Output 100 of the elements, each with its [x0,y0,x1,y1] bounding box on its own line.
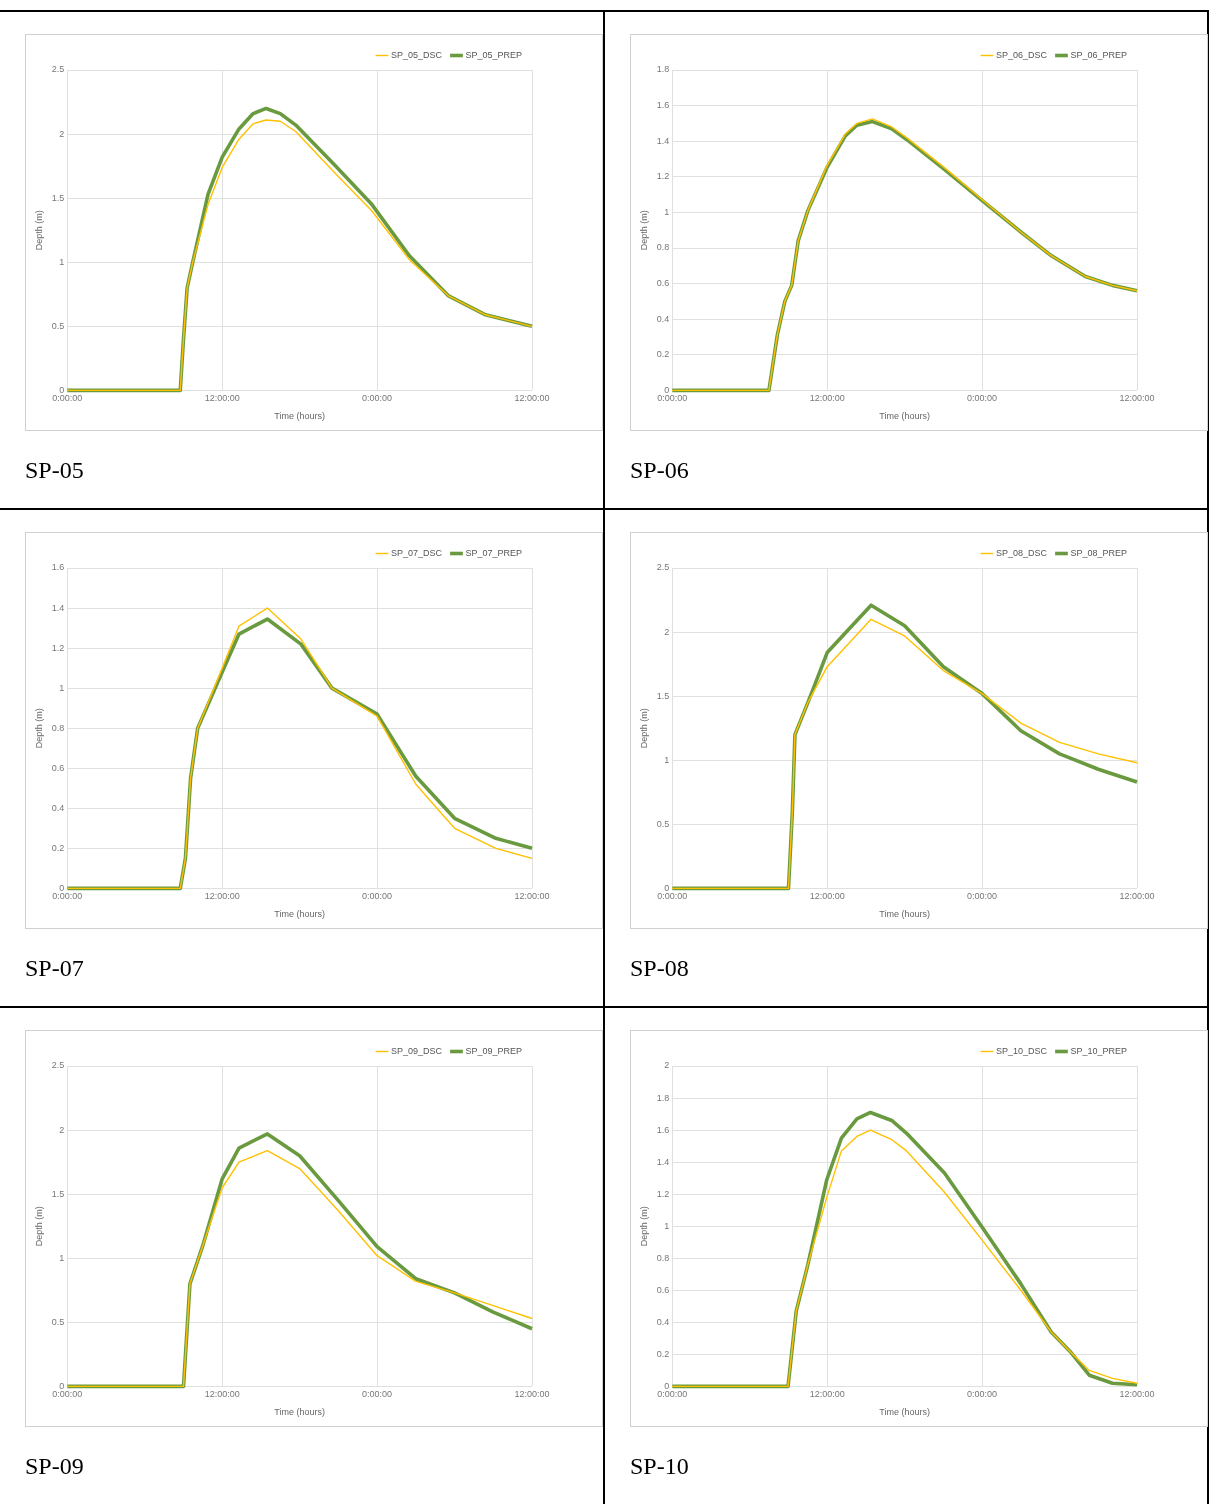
y-tick-label: 1.4 [656,135,670,146]
x-tick-label: 0:00:00 [967,891,998,902]
y-tick-label: 2 [664,1060,670,1071]
y-tick-label: 0.5 [51,320,65,331]
y-axis-title: Depth (m) [33,708,44,749]
x-tick-label: 0:00:00 [52,1389,83,1400]
y-axis-title: Depth (m) [33,1206,44,1247]
y-tick-label: 1.4 [656,1156,670,1167]
legend-label: SP_06_PREP [1070,49,1128,60]
y-tick-label: 0.6 [656,278,670,289]
y-axis-title: Depth (m) [638,708,649,749]
y-tick-label: 0.2 [656,349,670,360]
legend-label: SP_07_DSC [390,547,443,558]
y-tick-label: 0.4 [656,313,670,324]
y-axis-title: Depth (m) [33,210,44,251]
text: SP-05 [25,457,84,484]
y-tick-label: 0 [59,384,65,395]
text: SP-10 [630,1453,689,1480]
y-tick-label: 2.5 [51,64,65,75]
y-tick-label: 1.8 [656,1092,670,1103]
y-tick-label: 1 [664,206,670,217]
y-tick-label: 1.5 [51,192,65,203]
x-tick-label: 12:00:00 [1119,891,1155,902]
y-tick-label: 1 [59,1252,65,1263]
y-tick-label: 1 [59,682,65,693]
y-tick-label: 0.8 [656,242,670,253]
legend-label: SP_08_DSC [995,547,1048,558]
y-tick-label: 1.6 [51,562,65,573]
legend-label: SP_10_DSC [995,1045,1048,1056]
x-axis-title: Time (hours) [879,411,930,422]
y-tick-label: 0.8 [656,1252,670,1263]
y-tick-label: 0 [664,1380,670,1391]
y-tick-label: 1.2 [656,1188,670,1199]
x-tick-label: 0:00:00 [362,393,393,404]
text: SP-08 [630,955,689,982]
x-tick-label: 12:00:00 [204,393,240,404]
y-tick-label: 0.4 [51,802,65,813]
legend-label: SP_05_DSC [390,49,443,60]
legend-label: SP_06_DSC [995,49,1048,60]
legend-label: SP_07_PREP [465,547,523,558]
legend-label: SP_05_PREP [465,49,523,60]
y-tick-label: 1.4 [51,602,65,613]
y-tick-label: 1 [664,1220,670,1231]
x-tick-label: 12:00:00 [514,1389,550,1400]
y-tick-label: 2.5 [656,562,670,573]
legend-label: SP_09_PREP [465,1045,523,1056]
y-tick-label: 0.6 [656,1284,670,1295]
y-tick-label: 0 [59,1380,65,1391]
legend-label: SP_10_PREP [1070,1045,1128,1056]
y-tick-label: 1.5 [656,690,670,701]
y-tick-label: 0.2 [656,1348,670,1359]
x-tick-label: 12:00:00 [1119,393,1155,404]
text: SP-07 [25,955,84,982]
y-tick-label: 2.5 [51,1060,65,1071]
legend-label: SP_08_PREP [1070,547,1128,558]
y-tick-label: 1.8 [656,64,670,75]
x-tick-label: 0:00:00 [967,1389,998,1400]
y-tick-label: 2 [59,128,65,139]
x-tick-label: 0:00:00 [362,891,393,902]
x-tick-label: 0:00:00 [657,891,688,902]
y-tick-label: 0.5 [656,818,670,829]
legend-label: SP_09_DSC [390,1045,443,1056]
y-tick-label: 1 [664,754,670,765]
y-tick-label: 0 [664,384,670,395]
x-axis-title: Time (hours) [879,1407,930,1418]
y-tick-label: 2 [664,626,670,637]
y-tick-label: 0 [664,882,670,893]
y-tick-label: 1.2 [656,171,670,182]
x-axis-title: Time (hours) [274,909,325,920]
x-tick-label: 12:00:00 [1119,1389,1155,1400]
y-axis-title: Depth (m) [638,210,649,251]
text: SP-09 [25,1453,84,1480]
text: SP-06 [630,457,689,484]
y-tick-label: 1.2 [51,642,65,653]
x-tick-label: 0:00:00 [52,891,83,902]
x-axis-title: Time (hours) [879,909,930,920]
y-tick-label: 2 [59,1124,65,1135]
x-tick-label: 0:00:00 [52,393,83,404]
y-tick-label: 1.5 [51,1188,65,1199]
x-tick-label: 12:00:00 [514,393,550,404]
y-tick-label: 0.6 [51,762,65,773]
y-tick-label: 0.2 [51,842,65,853]
y-tick-label: 0.8 [51,722,65,733]
x-tick-label: 0:00:00 [967,393,998,404]
x-tick-label: 0:00:00 [657,393,688,404]
x-tick-label: 0:00:00 [362,1389,393,1400]
x-tick-label: 0:00:00 [657,1389,688,1400]
y-tick-label: 1.6 [656,100,670,111]
x-tick-label: 12:00:00 [204,1389,240,1400]
y-tick-label: 0 [59,882,65,893]
y-tick-label: 0.4 [656,1316,670,1327]
y-tick-label: 1 [59,256,65,267]
x-tick-label: 12:00:00 [809,393,845,404]
x-axis-title: Time (hours) [274,411,325,422]
x-tick-label: 12:00:00 [204,891,240,902]
y-tick-label: 1.6 [656,1124,670,1135]
y-axis-title: Depth (m) [638,1206,649,1247]
x-tick-label: 12:00:00 [809,1389,845,1400]
y-tick-label: 0.5 [51,1316,65,1327]
x-tick-label: 12:00:00 [809,891,845,902]
